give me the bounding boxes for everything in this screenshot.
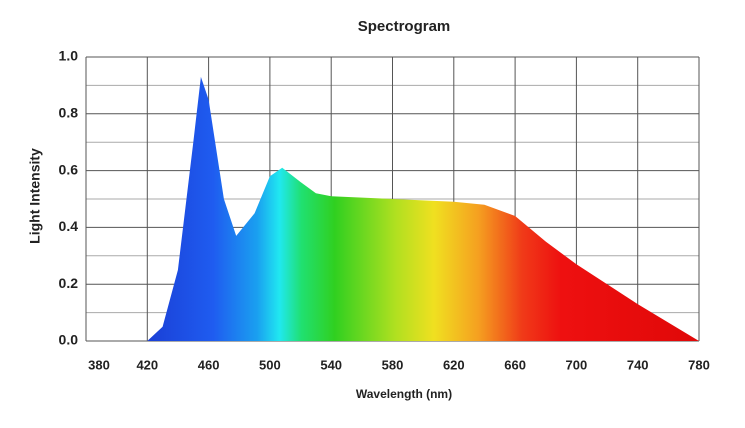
y-tick-label: 1.0: [59, 48, 79, 64]
chart-title: Spectrogram: [358, 18, 451, 35]
y-tick-label: 0.8: [59, 105, 79, 121]
x-tick-label: 580: [382, 357, 404, 372]
x-tick-label: 540: [320, 357, 342, 372]
x-tick-label: 500: [259, 357, 281, 372]
x-tick-label: 700: [566, 357, 588, 372]
y-tick-label: 0.4: [59, 218, 79, 234]
x-tick-label: 780: [688, 357, 710, 372]
x-axis-label: Wavelength (nm): [356, 387, 452, 401]
y-tick-label: 0.2: [59, 275, 79, 291]
x-tick-label: 380: [88, 357, 110, 372]
x-tick-label: 620: [443, 357, 465, 372]
x-tick-label: 460: [198, 357, 220, 372]
spectrum-area: [147, 76, 700, 342]
y-tick-label: 0.0: [59, 332, 79, 348]
y-axis-label: Light Intensity: [27, 148, 43, 244]
x-tick-label: 660: [504, 357, 526, 372]
y-tick-label: 0.6: [59, 161, 79, 177]
x-tick-label: 740: [627, 357, 649, 372]
x-tick-label: 420: [136, 357, 158, 372]
